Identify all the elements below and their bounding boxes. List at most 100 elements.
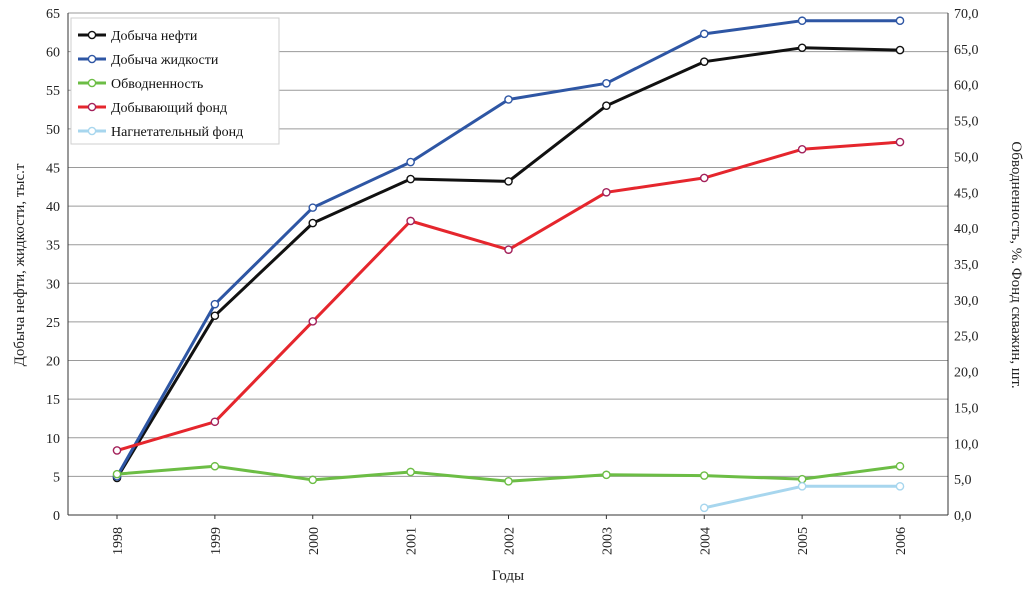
left-tick-label: 25	[46, 316, 60, 331]
series-markers	[112, 16, 905, 513]
legend-label: Добывающий фонд	[111, 101, 227, 116]
x-tick-label: 1999	[209, 527, 224, 555]
legend-entry: Добыча жидкости	[78, 53, 219, 68]
series-3-point	[699, 471, 709, 480]
legend-label: Обводненность	[111, 77, 203, 92]
left-tick-label: 20	[46, 355, 60, 370]
series-5-point	[797, 482, 807, 491]
left-tick-label: 50	[46, 123, 60, 138]
legend-entry: Обводненность	[78, 77, 203, 92]
legend-entry: Нагнетательный фонд	[78, 125, 243, 140]
series-3-point	[112, 469, 122, 479]
left-tick-label: 65	[46, 7, 60, 22]
series-3-point	[210, 461, 220, 471]
left-tick-label: 10	[46, 432, 60, 447]
series-4-point	[699, 173, 709, 183]
legend-marker	[87, 102, 97, 112]
x-tick-label: 1998	[111, 527, 126, 555]
series-4-point	[602, 187, 611, 197]
series-5-point	[895, 482, 905, 491]
series-1-point	[308, 218, 318, 228]
series-2-point	[504, 95, 513, 104]
legend-marker	[87, 54, 97, 64]
x-tick-label: 2006	[894, 527, 909, 555]
series-4-point	[210, 417, 220, 427]
series-1-point	[504, 177, 513, 186]
series-2-point	[308, 203, 318, 212]
left-tick-label: 30	[46, 277, 60, 292]
right-tick-label: 15,0	[954, 401, 979, 416]
series-2-point	[406, 157, 415, 167]
series-2-point	[210, 299, 220, 309]
left-tick-label: 60	[46, 46, 60, 61]
right-tick-label: 30,0	[954, 294, 979, 309]
series-4-point	[308, 317, 318, 326]
right-tick-label: 65,0	[954, 43, 979, 58]
series-1-point	[699, 57, 709, 66]
legend-marker	[87, 30, 97, 40]
right-tick-label: 70,0	[954, 7, 979, 22]
series-3-point	[308, 475, 318, 485]
left-axis-title: Добыча нефти, жидкости, тыс.т	[12, 163, 28, 366]
legend: Добыча нефти Добыча жидкости Обводненность…	[70, 17, 280, 145]
legend-marker	[87, 78, 97, 88]
x-tick-label: 2003	[600, 527, 615, 555]
right-tick-label: 25,0	[954, 330, 979, 345]
series-3-point	[504, 476, 513, 486]
right-tick-label: 45,0	[954, 186, 979, 201]
legend-marker	[87, 126, 97, 136]
series-2-point	[699, 29, 709, 39]
legend-label: Нагнетательный фонд	[111, 125, 243, 140]
x-tick-label: 2001	[405, 527, 420, 555]
series-2-point	[797, 16, 807, 26]
right-tick-label: 20,0	[954, 366, 979, 381]
x-tick-label: 2004	[698, 527, 713, 555]
series-3-point	[895, 461, 905, 471]
legend-entry: Добыча нефти	[78, 29, 198, 44]
right-axis-title: Обводненность, %. Фонд скважин, шт.	[1008, 141, 1024, 388]
series-4-point	[797, 144, 807, 154]
series-3-point	[797, 474, 807, 484]
left-tick-label: 45	[46, 161, 60, 176]
legend-label: Добыча нефти	[111, 29, 198, 44]
right-tick-label: 5,0	[954, 473, 972, 488]
right-axis-ticks: 0,0 5,0 10,0 15,0 20,0 25,0 30,0 35,0 40,0 45,0 50…	[954, 7, 979, 524]
legend-entry: Добывающий фонд	[78, 101, 227, 116]
series-3-point	[406, 467, 415, 477]
legend-label: Добыча жидкости	[111, 53, 219, 68]
series-1-point	[602, 101, 611, 110]
x-tick-label: 2005	[796, 527, 811, 555]
series-1-point	[406, 174, 415, 184]
series-4-point	[112, 446, 122, 455]
x-tick-label: 2002	[503, 527, 518, 555]
series-2-point	[602, 78, 611, 88]
right-tick-label: 55,0	[954, 115, 979, 130]
left-tick-label: 0	[53, 509, 60, 524]
left-tick-label: 40	[46, 200, 60, 215]
right-tick-label: 0,0	[954, 509, 972, 524]
series-5-point	[699, 503, 709, 513]
series-4-point	[406, 216, 415, 226]
series-1-point	[210, 311, 220, 321]
legend-box	[70, 17, 280, 145]
x-axis-title: Годы	[492, 568, 524, 584]
series-3-point	[602, 470, 611, 480]
x-tick-label: 2000	[307, 527, 322, 555]
series-1-point	[895, 45, 905, 55]
x-axis-ticks: 1998 1999 2000 2001 2002 2003 2004 2005 2006	[111, 515, 909, 555]
right-tick-label: 35,0	[954, 258, 979, 273]
right-tick-label: 10,0	[954, 437, 979, 452]
series-4-point	[895, 137, 905, 147]
series-1-point	[797, 43, 807, 53]
left-tick-label: 55	[46, 84, 60, 99]
left-tick-label: 35	[46, 239, 60, 254]
left-tick-label: 5	[53, 470, 60, 485]
series-2-point	[895, 16, 905, 26]
left-tick-label: 15	[46, 393, 60, 408]
right-tick-label: 60,0	[954, 79, 979, 94]
right-tick-label: 50,0	[954, 150, 979, 165]
series-4-point	[504, 245, 513, 254]
right-tick-label: 40,0	[954, 222, 979, 237]
left-axis-ticks: 0 5 10 15 20 25 30 35 40 45 50 55 60 65	[46, 7, 60, 524]
